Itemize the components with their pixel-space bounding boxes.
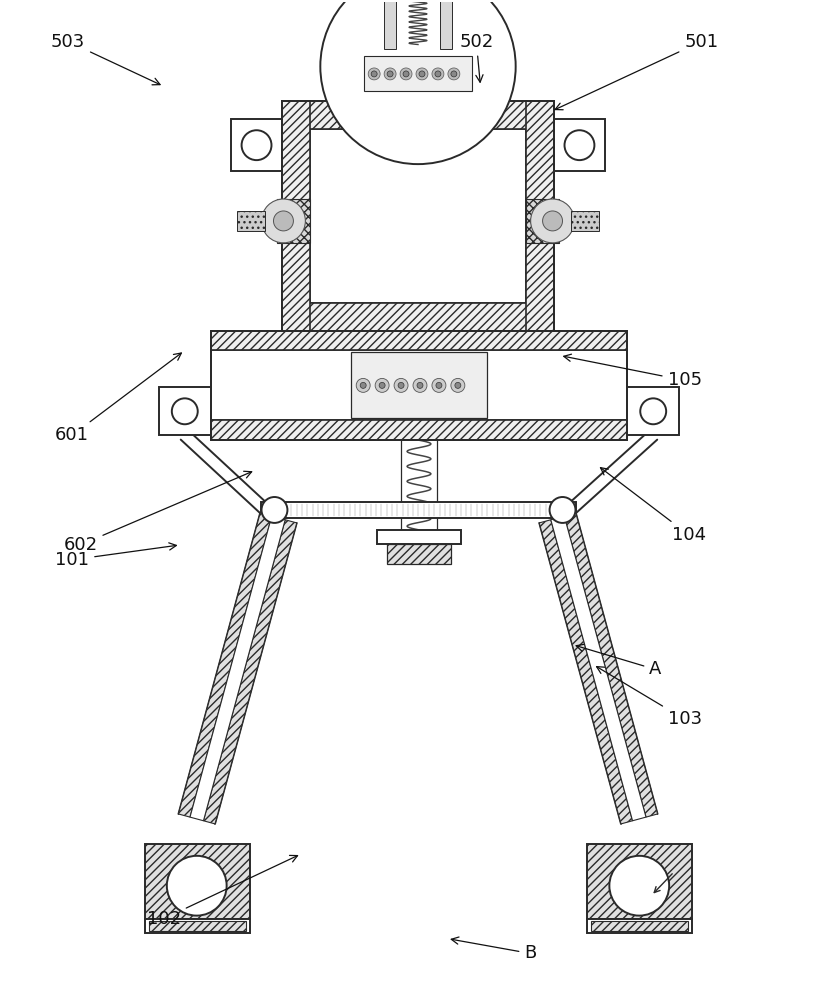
Circle shape — [432, 378, 446, 392]
Circle shape — [172, 398, 198, 424]
Bar — [261, 502, 577, 518]
Bar — [283, 101, 310, 331]
Circle shape — [371, 71, 377, 77]
Circle shape — [380, 382, 385, 388]
Bar — [588, 844, 692, 919]
Circle shape — [435, 71, 441, 77]
Bar — [278, 199, 310, 243]
Bar — [211, 420, 627, 440]
Bar — [548, 209, 567, 233]
Bar — [588, 919, 692, 933]
Circle shape — [262, 199, 305, 243]
Circle shape — [451, 71, 456, 77]
Circle shape — [368, 68, 380, 80]
Bar — [526, 199, 558, 243]
Circle shape — [432, 68, 444, 80]
Circle shape — [320, 0, 516, 164]
Circle shape — [413, 378, 427, 392]
Text: A: A — [576, 644, 661, 678]
Circle shape — [455, 382, 461, 388]
Circle shape — [403, 71, 409, 77]
Polygon shape — [539, 520, 633, 824]
Bar — [211, 331, 627, 440]
Bar — [283, 101, 553, 331]
Bar — [591, 921, 688, 931]
Circle shape — [531, 199, 574, 243]
Bar — [159, 387, 211, 435]
Circle shape — [394, 378, 408, 392]
Text: 104: 104 — [600, 468, 706, 544]
Circle shape — [262, 497, 288, 523]
Bar — [377, 530, 461, 544]
Text: 102: 102 — [147, 855, 298, 928]
Circle shape — [416, 68, 428, 80]
Bar — [237, 211, 264, 231]
Circle shape — [640, 398, 666, 424]
Bar — [627, 387, 679, 435]
Circle shape — [549, 497, 575, 523]
Bar — [145, 919, 250, 933]
Text: 101: 101 — [55, 543, 176, 569]
Bar — [364, 56, 472, 91]
Bar — [440, 0, 452, 49]
Bar — [211, 331, 627, 350]
Text: 503: 503 — [51, 33, 160, 85]
Bar — [553, 119, 605, 171]
Circle shape — [242, 130, 272, 160]
Bar — [572, 211, 599, 231]
Circle shape — [448, 68, 460, 80]
Bar — [231, 119, 283, 171]
Circle shape — [360, 382, 366, 388]
Circle shape — [384, 68, 396, 80]
Circle shape — [609, 856, 669, 916]
Polygon shape — [190, 516, 285, 821]
Circle shape — [398, 382, 404, 388]
Circle shape — [564, 130, 594, 160]
Text: 502: 502 — [459, 33, 493, 82]
Circle shape — [419, 71, 425, 77]
Circle shape — [356, 378, 370, 392]
Circle shape — [451, 378, 465, 392]
Circle shape — [417, 382, 423, 388]
Text: 602: 602 — [64, 471, 252, 554]
Bar — [149, 921, 246, 931]
Polygon shape — [564, 513, 658, 817]
Circle shape — [273, 211, 293, 231]
Text: 601: 601 — [55, 353, 181, 444]
Text: 103: 103 — [597, 667, 701, 728]
Bar — [384, 0, 396, 49]
Bar — [269, 209, 288, 233]
Circle shape — [387, 71, 393, 77]
Bar — [283, 101, 553, 129]
Polygon shape — [551, 516, 646, 821]
Circle shape — [436, 382, 442, 388]
Bar — [310, 129, 526, 303]
Circle shape — [167, 856, 227, 916]
Bar — [145, 844, 250, 919]
Text: 105: 105 — [563, 354, 701, 389]
Bar — [526, 101, 553, 331]
Text: 501: 501 — [555, 33, 718, 110]
Text: B: B — [451, 937, 537, 962]
Polygon shape — [203, 520, 297, 824]
Circle shape — [543, 211, 563, 231]
Bar — [283, 303, 553, 331]
Bar — [351, 352, 487, 418]
Circle shape — [400, 68, 412, 80]
Circle shape — [375, 378, 389, 392]
Polygon shape — [178, 513, 272, 817]
Bar — [387, 544, 451, 564]
Bar — [211, 350, 627, 420]
